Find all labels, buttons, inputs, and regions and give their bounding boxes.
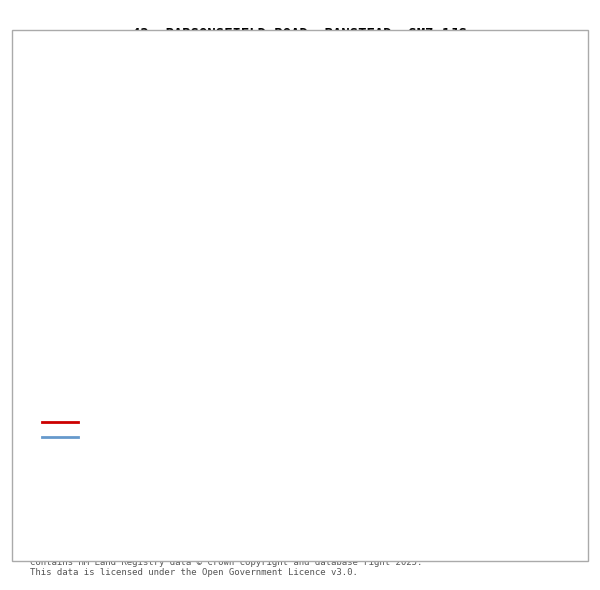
Text: Price paid vs. HM Land Registry's House Price Index (HPI): Price paid vs. HM Land Registry's House … (97, 41, 503, 54)
Text: Contains HM Land Registry data © Crown copyright and database right 2025.
This d: Contains HM Land Registry data © Crown c… (30, 558, 422, 577)
Text: 42, PARSONSFIELD ROAD, BANSTEAD, SM7 1JS: 42, PARSONSFIELD ROAD, BANSTEAD, SM7 1JS (133, 27, 467, 41)
Text: £85,000: £85,000 (180, 458, 227, 468)
Text: 2: 2 (41, 479, 49, 489)
Text: 1: 1 (41, 458, 49, 468)
Text: 09-JUL-2001: 09-JUL-2001 (78, 479, 152, 489)
Text: £189,950: £189,950 (180, 479, 234, 489)
Text: 3: 3 (464, 109, 470, 119)
Text: 31-JUL-1996: 31-JUL-1996 (78, 458, 152, 468)
Text: 2: 2 (188, 109, 194, 119)
Text: 42, PARSONSFIELD ROAD, BANSTEAD, SM7 1JS (semi-detached house): 42, PARSONSFIELD ROAD, BANSTEAD, SM7 1JS… (84, 417, 448, 427)
Text: £490,000: £490,000 (180, 500, 234, 509)
Bar (60, 77, 68, 384)
Text: 12% ↑ HPI: 12% ↑ HPI (288, 500, 349, 509)
Text: 26-JUN-2018: 26-JUN-2018 (78, 500, 152, 509)
Text: 1: 1 (107, 109, 113, 119)
Text: HPI: Average price, semi-detached house, Reigate and Banstead: HPI: Average price, semi-detached house,… (84, 432, 442, 441)
Text: 3: 3 (41, 500, 49, 509)
Text: 14% ↑ HPI: 14% ↑ HPI (288, 479, 349, 489)
Text: ≈ HPI: ≈ HPI (288, 458, 322, 468)
